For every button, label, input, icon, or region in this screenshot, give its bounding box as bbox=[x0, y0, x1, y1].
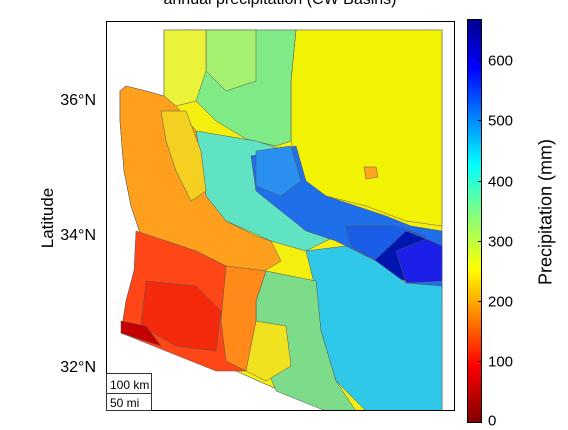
y-tick-36n: 36°N bbox=[60, 92, 96, 109]
colorbar-tick-mark bbox=[478, 301, 482, 302]
scale-mi-label: 50 mi bbox=[110, 396, 140, 410]
colorbar bbox=[467, 19, 482, 423]
colorbar-tick-mark bbox=[478, 120, 482, 121]
y-tick-32n: 32°N bbox=[60, 359, 96, 376]
scale-km-label: 100 km bbox=[110, 378, 150, 392]
colorbar-tick-200: 200 bbox=[488, 293, 514, 311]
basin-corner-darkred bbox=[120, 320, 162, 347]
colorbar-tick-500: 500 bbox=[488, 112, 514, 130]
colorbar-tick-mark bbox=[478, 60, 482, 61]
scale-bar: 100 km 50 mi bbox=[106, 373, 152, 411]
basin-south-yellow bbox=[245, 320, 292, 382]
colorbar-tick-100: 100 bbox=[488, 353, 514, 371]
colorbar-tick-mark bbox=[478, 181, 482, 182]
colorbar-tick-0: 0 bbox=[488, 412, 497, 430]
basin-peak-blue bbox=[395, 238, 443, 284]
colorbar-tick-mark bbox=[478, 361, 482, 362]
basin-map bbox=[119, 29, 443, 411]
colorbar-tick-mark bbox=[478, 241, 482, 242]
colorbar-tick-400: 400 bbox=[488, 173, 514, 191]
basin-rim-lightblue bbox=[255, 145, 302, 197]
basin-inholding bbox=[363, 166, 379, 180]
colorbar-label: Precipitation (mm) bbox=[535, 138, 556, 286]
y-axis-label: Latitude bbox=[38, 187, 57, 249]
scale-divider bbox=[107, 393, 151, 394]
map-title: annual precipitation (CW Basins) bbox=[60, 0, 500, 9]
colorbar-tick-300: 300 bbox=[488, 233, 514, 251]
colorbar-tick-600: 600 bbox=[488, 52, 514, 70]
y-tick-34n: 34°N bbox=[60, 227, 96, 244]
map-panel bbox=[106, 21, 455, 411]
basin-west-yellow bbox=[160, 110, 207, 202]
